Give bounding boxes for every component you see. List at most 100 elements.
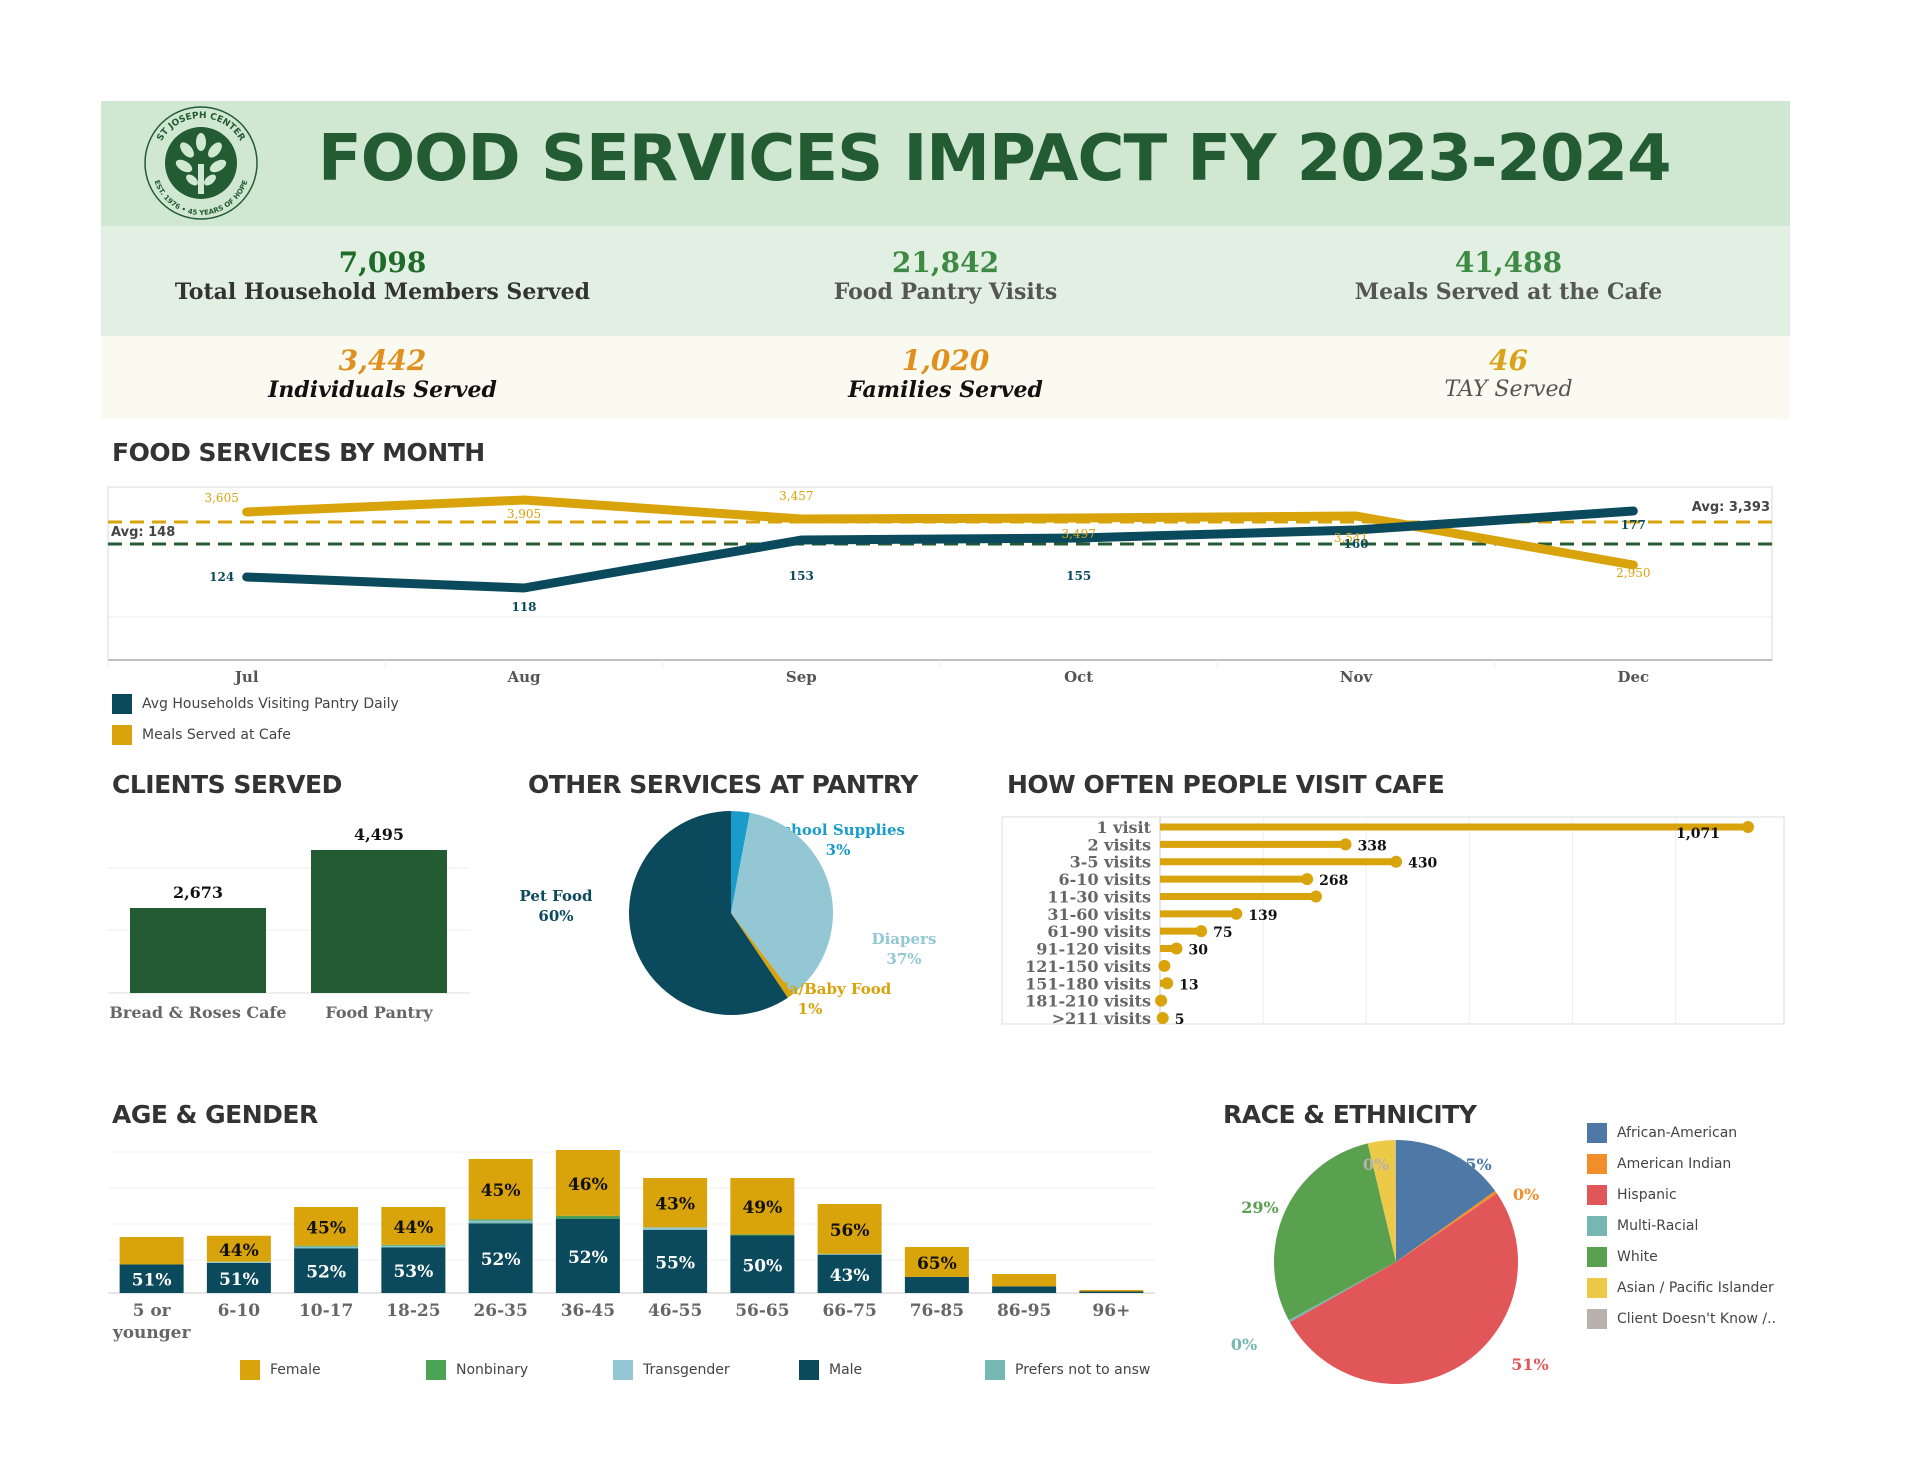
legend-swatch — [613, 1360, 633, 1380]
households-data-label: 177 — [1621, 518, 1646, 532]
x-tick-label: 86-95 — [997, 1301, 1051, 1321]
legend-item: Meals Served at Cafe — [112, 725, 291, 745]
legend-label: Client Doesn't Know /.. — [1617, 1311, 1777, 1327]
section-title-clients: CLIENTS SERVED — [112, 770, 342, 799]
segment-percent-label: 51% — [219, 1270, 259, 1290]
legend-label: Meals Served at Cafe — [142, 727, 291, 743]
y-tick-label: 151-180 visits — [1025, 974, 1151, 993]
segment-percent-label: 52% — [568, 1248, 608, 1268]
stacked-bar-segment-nonbinary — [381, 1244, 446, 1246]
legend-label: Hispanic — [1617, 1187, 1677, 1203]
x-tick-label: 6-10 — [218, 1301, 261, 1321]
households-data-label: 155 — [1066, 569, 1091, 583]
cafe-data-label: 3,905 — [507, 507, 541, 521]
x-tick-label: 66-75 — [822, 1301, 876, 1321]
stacked-bar-segment-female — [817, 1204, 882, 1254]
x-tick-label: 76-85 — [910, 1301, 964, 1321]
kpi-families-served: 1,020 Families Served — [664, 344, 1227, 403]
legend-item: White — [1587, 1247, 1658, 1267]
stacked-bar-segment-female — [992, 1274, 1057, 1287]
section-title-race: RACE & ETHNICITY — [1223, 1100, 1477, 1129]
stacked-bar-segment-male — [904, 1276, 969, 1293]
lollipop-dot — [1309, 890, 1322, 903]
bar-value-label: 30 — [1188, 943, 1208, 959]
y-tick-label: 11-30 visits — [1047, 887, 1151, 906]
other-services-slice-name: Diapers — [872, 930, 937, 948]
legend-swatch — [240, 1360, 260, 1380]
segment-percent-label: 52% — [481, 1250, 521, 1270]
legend-swatch — [1587, 1123, 1607, 1143]
legend-item: Female — [240, 1360, 321, 1380]
legend-label: Avg Households Visiting Pantry Daily — [142, 696, 399, 712]
bar-value-label: 13 — [1179, 977, 1198, 993]
segment-percent-label: 44% — [219, 1241, 259, 1261]
segment-percent-label: 55% — [655, 1253, 695, 1273]
race-slice-percent: 0% — [1513, 1185, 1539, 1204]
y-tick-label: >211 visits — [1052, 1009, 1151, 1028]
legend-item: American Indian — [1587, 1154, 1731, 1174]
x-tick-label: 36-45 — [561, 1301, 615, 1321]
stacked-bar-segment-prefers-not-to-answer — [381, 1246, 446, 1248]
stacked-bar-segment-transgender — [206, 1261, 271, 1263]
lollipop-dot — [1230, 907, 1243, 920]
bar-value-label: 4,495 — [354, 825, 404, 844]
stacked-bar-segment-female — [206, 1235, 271, 1262]
y-tick-label: 3-5 visits — [1070, 853, 1151, 872]
x-tick-label: Sep — [786, 668, 817, 686]
header-banner — [101, 101, 1790, 226]
lollipop-dot — [1156, 1012, 1169, 1024]
race-slice — [1395, 1140, 1396, 1262]
lollipop-dot — [1170, 942, 1183, 955]
kpi-tay-served: 46 TAY Served — [1227, 344, 1790, 402]
stacked-bar-segment-male — [468, 1223, 533, 1293]
other-services-slice-percent: 60% — [538, 907, 573, 925]
x-tick-label: younger — [112, 1323, 192, 1343]
x-tick-label: Oct — [1064, 668, 1093, 686]
race-slice-percent: 51% — [1511, 1355, 1548, 1374]
kpi-value: 1,020 — [901, 344, 990, 377]
y-tick-label: 1 visit — [1096, 818, 1151, 837]
bar-value-label: 268 — [1319, 873, 1348, 889]
y-tick-label: 61-90 visits — [1047, 922, 1151, 941]
legend-item: Avg Households Visiting Pantry Daily — [112, 694, 399, 714]
bar-value-label: 5 — [1175, 1012, 1185, 1028]
lollipop-dot — [1161, 977, 1174, 990]
st-joseph-center-logo: ST JOSEPH CENTER EST. 1976 • 45 YEARS OF… — [144, 106, 258, 220]
segment-percent-label: 46% — [568, 1175, 608, 1195]
legend-swatch — [426, 1360, 446, 1380]
households-line — [242, 506, 1638, 593]
x-tick-label: Bread & Roses Cafe — [109, 1003, 286, 1022]
y-tick-label: 2 visits — [1087, 835, 1151, 854]
y-tick-label: 181-210 visits — [1025, 992, 1151, 1011]
households-data-label: 153 — [789, 569, 814, 583]
kpi-label: Families Served — [848, 377, 1043, 403]
kpi-meals-served-cafe: 41,488 Meals Served at the Cafe — [1227, 246, 1790, 305]
legend-item: Multi-Racial — [1587, 1216, 1698, 1236]
legend-item: Nonbinary — [426, 1360, 528, 1380]
kpi-individuals-served: 3,442 Individuals Served — [101, 344, 664, 403]
legend-label: Transgender — [643, 1362, 730, 1378]
stacked-bar-segment-female — [1079, 1290, 1144, 1292]
y-tick-label: 6-10 visits — [1059, 870, 1151, 889]
tree-icon — [175, 133, 227, 194]
stacked-bar-segment-male — [206, 1262, 271, 1293]
kpi-value: 21,842 — [891, 246, 1000, 279]
race-slice-percent: 15% — [1454, 1155, 1491, 1174]
stacked-bar-segment-male — [294, 1248, 359, 1293]
section-title-age-gender: AGE & GENDER — [112, 1100, 318, 1129]
segment-percent-label: 43% — [655, 1195, 695, 1215]
section-title-other-services: OTHER SERVICES AT PANTRY — [528, 770, 918, 799]
legend-label: Prefers not to answ — [1015, 1362, 1151, 1378]
cafe-data-label: 3,541 — [1334, 531, 1368, 545]
legend-label: American Indian — [1617, 1156, 1732, 1172]
section-title-cafe-visits: HOW OFTEN PEOPLE VISIT CAFE — [1007, 770, 1445, 799]
other-services-slice-name: School Supplies — [771, 821, 905, 839]
legend-item: Transgender — [613, 1360, 730, 1380]
legend-label: Asian / Pacific Islander — [1617, 1280, 1774, 1296]
segment-percent-label: 52% — [306, 1263, 346, 1283]
segment-percent-label: 43% — [830, 1266, 870, 1286]
x-tick-label: 18-25 — [386, 1301, 440, 1321]
y-tick-label: 121-150 visits — [1025, 957, 1151, 976]
x-tick-label: Aug — [506, 668, 541, 686]
legend-swatch — [1587, 1309, 1607, 1329]
